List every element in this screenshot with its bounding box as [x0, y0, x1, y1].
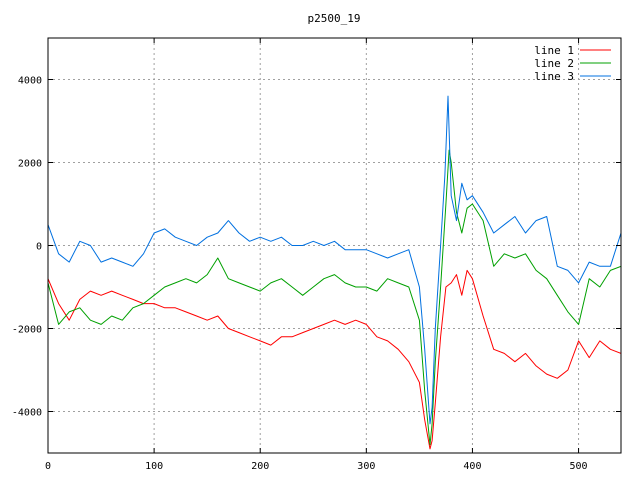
x-tick-label: 100: [145, 461, 163, 472]
legend-label: line 2: [534, 57, 574, 70]
x-tick-label: 400: [463, 461, 481, 472]
series-line-1: [48, 269, 621, 450]
x-tick-label: 300: [357, 461, 375, 472]
y-tick-label: 2000: [18, 159, 42, 170]
y-tick-label: 0: [36, 242, 42, 253]
y-tick-label: -2000: [12, 325, 42, 336]
grid: [48, 38, 621, 453]
chart-title: p2500_19: [308, 12, 361, 25]
x-tick-label: 500: [570, 461, 588, 472]
legend-label: line 3: [534, 70, 574, 83]
x-tick-label: 200: [251, 461, 269, 472]
series-line-2: [48, 149, 621, 446]
x-tick-label: 0: [45, 461, 51, 472]
legend-label: line 1: [534, 44, 574, 57]
axis-ticks: 0 100 200 300 400 500 -4000 -2000 0 2000 4000: [12, 38, 621, 472]
y-tick-label: 4000: [18, 76, 42, 87]
series-lines: [48, 95, 621, 450]
series-line-3: [48, 95, 621, 425]
y-tick-label: -4000: [12, 408, 42, 419]
